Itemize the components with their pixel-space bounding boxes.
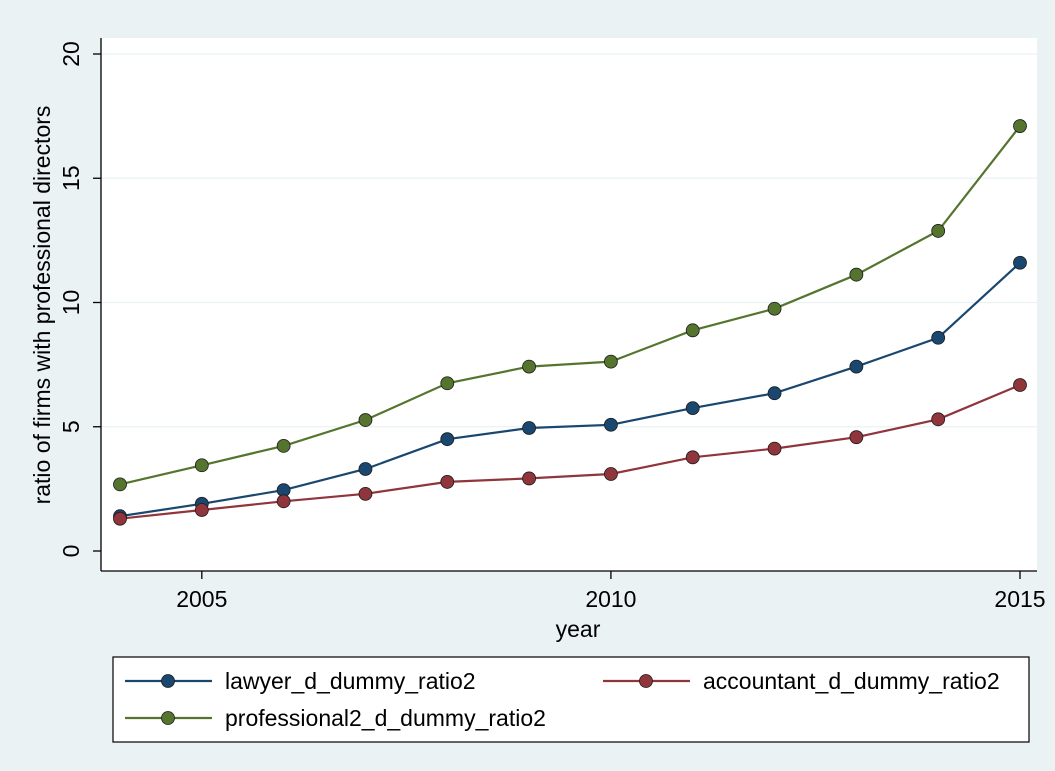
x-tick-label: 2015	[994, 586, 1045, 612]
y-tick-label: 15	[58, 165, 84, 191]
x-axis-label: year	[556, 616, 601, 642]
legend-label: professional2_d_dummy_ratio2	[225, 705, 546, 731]
legend-label: accountant_d_dummy_ratio2	[703, 668, 1000, 694]
data-point	[358, 462, 373, 476]
series-line	[119, 383, 1021, 520]
data-point	[522, 471, 536, 486]
legend-box	[112, 656, 1030, 743]
data-point	[522, 359, 536, 374]
data-point	[1013, 255, 1027, 270]
data-point	[440, 376, 455, 391]
data-point	[849, 359, 864, 374]
data-point	[522, 421, 536, 435]
data-point	[113, 511, 127, 526]
data-point	[931, 330, 946, 345]
data-point	[194, 503, 209, 517]
data-point	[767, 301, 782, 316]
y-tick-label: 0	[58, 545, 84, 558]
legend: lawyer_d_dummy_ratio2 accountant_d_dummy_…	[125, 668, 1000, 731]
y-tick-label: 5	[58, 420, 84, 433]
plot-area	[101, 38, 1037, 571]
data-point	[604, 354, 618, 369]
y-axis-ticks: 0 5 10 15 20	[58, 41, 101, 557]
data-point	[194, 458, 209, 473]
data-point	[604, 417, 618, 432]
data-point	[604, 467, 618, 481]
data-point	[767, 441, 782, 456]
data-point	[849, 430, 864, 445]
legend-swatch-marker	[161, 674, 175, 688]
series-line	[119, 261, 1021, 518]
y-tick-label: 10	[58, 290, 84, 316]
x-axis-ticks: 2005 2010 2015	[176, 571, 1046, 612]
series-layer	[113, 119, 1027, 526]
y-axis-label: ratio of firms with professional directo…	[29, 106, 55, 505]
data-point	[358, 486, 373, 501]
data-point	[276, 494, 291, 509]
data-point	[849, 267, 864, 282]
x-tick-label: 2010	[585, 586, 636, 612]
data-point	[276, 438, 291, 453]
data-point	[358, 413, 373, 427]
data-point	[1013, 378, 1027, 392]
series-line	[119, 125, 1021, 486]
data-point	[931, 412, 946, 427]
y-tick-label: 20	[58, 41, 84, 67]
data-point	[767, 386, 782, 401]
data-point	[685, 401, 700, 416]
data-point	[685, 450, 700, 465]
legend-label: lawyer_d_dummy_ratio2	[225, 668, 476, 694]
data-point	[113, 477, 127, 492]
grid-lines	[101, 53, 1037, 428]
data-point	[440, 432, 455, 447]
data-point	[685, 323, 700, 338]
data-point	[931, 224, 946, 238]
legend-swatch-marker	[639, 674, 653, 688]
data-point	[440, 475, 455, 489]
legend-swatch-marker	[161, 711, 175, 725]
data-point	[1013, 119, 1027, 133]
x-tick-label: 2005	[176, 586, 227, 612]
